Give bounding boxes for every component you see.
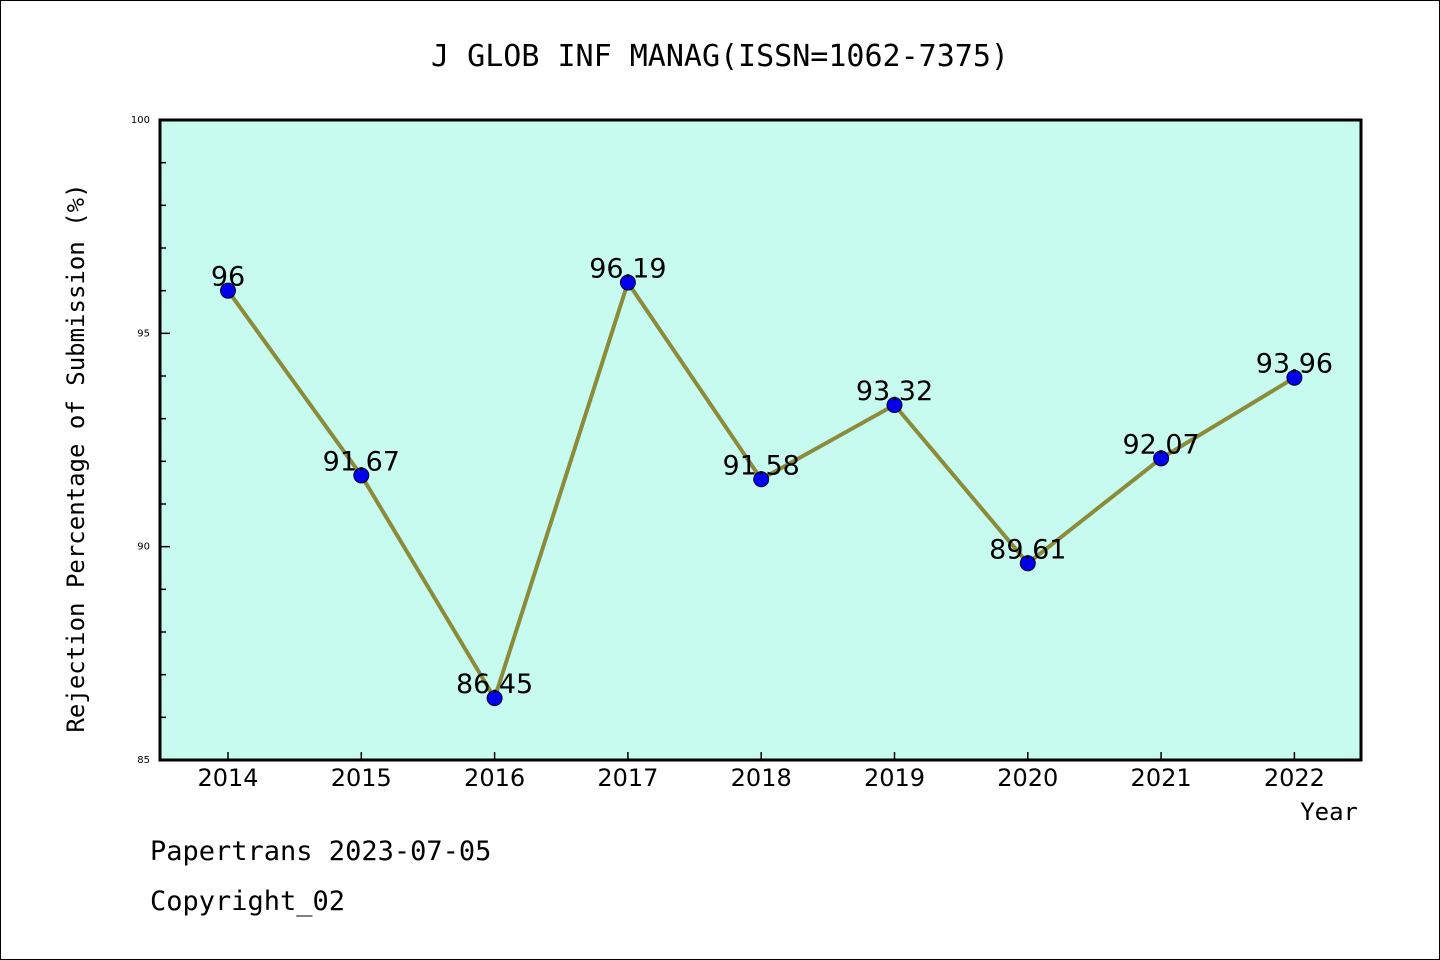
plot-border <box>158 118 1363 762</box>
data-label: 86.45 <box>456 669 533 700</box>
data-point <box>486 690 503 707</box>
footer-copyright-line: Copyright_02 <box>150 886 346 917</box>
chart-title: J GLOB INF MANAG(ISSN=1062-7375) <box>431 39 1009 74</box>
x-tick-label: 2021 <box>1131 764 1192 792</box>
data-label: 96 <box>211 262 245 293</box>
y-tick-label: 90 <box>137 542 150 553</box>
data-point <box>753 471 770 488</box>
data-label: 96.19 <box>589 254 666 285</box>
plot-area <box>160 120 1361 760</box>
x-tick-label: 2019 <box>864 764 925 792</box>
y-tick-label: 100 <box>131 115 150 126</box>
data-point <box>1153 450 1170 467</box>
x-axis: 2014 2015 2016 2017 2018 2019 2020 2021 2022 <box>197 752 1325 792</box>
data-label: 91.67 <box>323 446 400 477</box>
x-tick-label: 2022 <box>1264 764 1325 792</box>
x-tick-label: 2015 <box>331 764 392 792</box>
x-tick-label: 2017 <box>597 764 658 792</box>
x-tick-label: 2016 <box>464 764 525 792</box>
x-axis-label: Year <box>1300 798 1358 826</box>
data-label: 91.58 <box>723 450 800 481</box>
data-point <box>353 467 370 484</box>
y-axis-label: Rejection Percentage of Submission (%) <box>62 183 90 732</box>
x-tick-label: 2014 <box>197 764 258 792</box>
data-point <box>1286 369 1303 386</box>
y-tick-label: 85 <box>137 755 150 766</box>
footer-date-line: Papertrans 2023-07-05 <box>150 836 492 867</box>
data-label: 92.07 <box>1122 429 1199 460</box>
data-labels: 96 91.67 86.45 96.19 91.58 93.32 89.61 92.07 93.… <box>211 254 1333 701</box>
data-point <box>1019 555 1036 572</box>
x-tick-label: 2020 <box>997 764 1058 792</box>
y-tick-label: 95 <box>137 328 150 339</box>
data-label: 93.32 <box>856 376 933 407</box>
data-markers <box>220 274 1303 707</box>
data-point <box>619 274 636 291</box>
data-point <box>886 397 903 414</box>
data-point <box>220 282 236 299</box>
data-label: 93.96 <box>1256 349 1333 380</box>
data-label: 89.61 <box>989 534 1066 565</box>
x-tick-label: 2018 <box>731 764 792 792</box>
